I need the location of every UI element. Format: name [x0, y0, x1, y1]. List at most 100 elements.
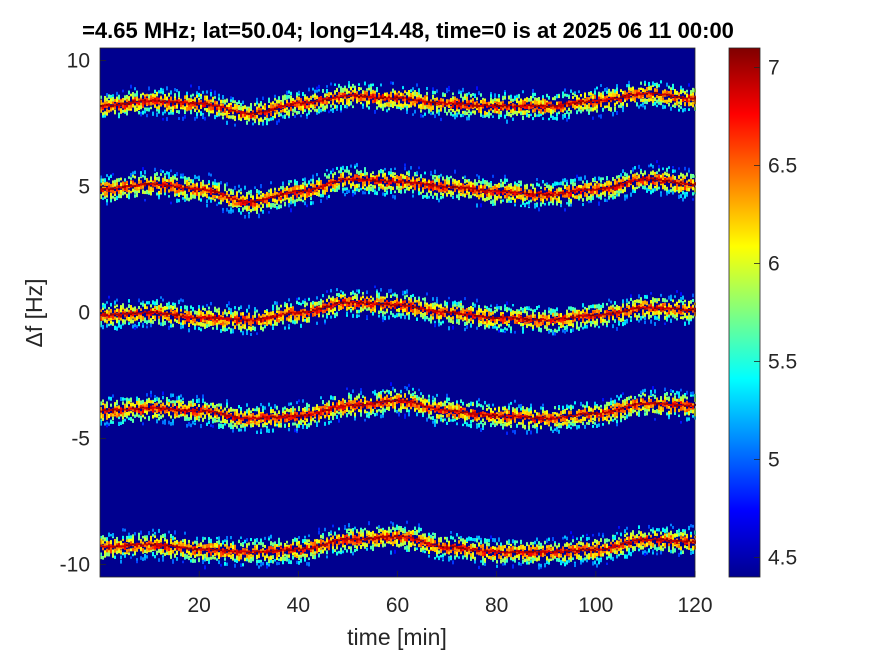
heat-cell	[592, 178, 594, 182]
heat-cell	[194, 117, 196, 121]
heat-cell	[628, 87, 630, 89]
heat-core	[618, 97, 620, 99]
heat-core	[150, 100, 152, 102]
heat-cell	[224, 196, 226, 200]
heat-core	[594, 100, 596, 102]
heat-cell	[638, 105, 640, 108]
heat-core	[106, 104, 108, 106]
heat-cell	[420, 109, 422, 112]
heat-core	[496, 190, 498, 192]
heat-core	[158, 184, 160, 186]
heat-cell	[230, 203, 232, 206]
heat-cell	[284, 195, 286, 197]
heat-cell	[306, 184, 308, 187]
heat-cell	[390, 103, 392, 107]
heat-cell	[162, 178, 164, 180]
heat-cell	[348, 84, 350, 88]
heat-core	[258, 111, 260, 113]
heat-core	[338, 178, 340, 180]
heat-cell	[398, 91, 400, 94]
heat-cell	[674, 170, 676, 173]
heat-cell	[298, 106, 300, 110]
heat-cell	[146, 98, 148, 101]
heat-cell	[254, 103, 256, 106]
heat-cell	[282, 186, 284, 190]
heat-cell	[628, 183, 630, 187]
heat-cell	[492, 115, 494, 118]
heat-cell	[350, 92, 352, 94]
heat-cell	[152, 300, 154, 304]
heat-cell	[480, 100, 482, 103]
heat-core	[656, 178, 658, 180]
heat-cell	[444, 94, 446, 97]
heat-core	[334, 97, 336, 99]
heat-cell	[404, 189, 406, 193]
heat-cell	[338, 185, 340, 189]
heat-core	[214, 190, 216, 192]
heat-cell	[172, 324, 174, 328]
heat-core	[522, 105, 524, 107]
heat-cell	[422, 106, 424, 110]
heat-core	[224, 194, 226, 196]
heat-cell	[472, 101, 474, 104]
heat-cell	[588, 110, 590, 114]
heat-core	[286, 192, 288, 194]
heat-core	[304, 102, 306, 104]
heat-cell	[608, 181, 610, 185]
heat-cell	[614, 187, 616, 191]
heat-core	[164, 184, 166, 186]
heat-cell	[122, 110, 124, 113]
heat-cell	[600, 114, 602, 118]
heat-cell	[300, 192, 302, 195]
heat-cell	[342, 166, 344, 170]
heat-cell	[684, 186, 686, 190]
heat-cell	[600, 93, 602, 97]
heat-cell	[190, 192, 192, 195]
heat-cell	[632, 167, 634, 171]
heat-cell	[530, 98, 532, 101]
heat-core	[384, 179, 386, 181]
heat-core	[312, 102, 314, 104]
heat-cell	[288, 198, 290, 202]
heat-cell	[320, 109, 322, 112]
heat-core	[480, 189, 482, 191]
heat-cell	[268, 190, 270, 193]
heat-cell	[218, 196, 220, 200]
heat-core	[210, 104, 212, 106]
heat-cell	[270, 191, 272, 194]
heat-cell	[418, 95, 420, 97]
heat-cell	[382, 94, 384, 98]
heat-cell	[598, 201, 600, 205]
heat-core	[292, 190, 294, 192]
heat-cell	[280, 102, 282, 106]
heat-cell	[104, 304, 106, 307]
heat-cell	[436, 106, 438, 109]
heat-cell	[130, 319, 132, 323]
heat-cell	[458, 183, 460, 186]
heat-core	[452, 103, 454, 105]
heat-cell	[138, 315, 140, 319]
heat-cell	[684, 92, 686, 95]
heat-core	[196, 188, 198, 190]
heat-cell	[400, 107, 402, 110]
heat-cell	[368, 84, 370, 88]
heat-cell	[640, 99, 642, 101]
heat-core	[138, 313, 140, 315]
heat-cell	[520, 181, 522, 185]
heat-cell	[590, 96, 592, 99]
heat-core	[608, 98, 610, 100]
heat-cell	[486, 194, 488, 197]
heat-cell	[270, 181, 272, 184]
heat-core	[298, 102, 300, 104]
heat-core	[600, 99, 602, 101]
heat-cell	[214, 92, 216, 96]
heat-cell	[116, 308, 118, 311]
heat-cell	[564, 178, 566, 182]
heat-cell	[436, 177, 438, 180]
heat-cell	[524, 203, 526, 207]
heat-cell	[386, 187, 388, 190]
heat-cell	[174, 105, 176, 109]
heat-core	[582, 100, 584, 102]
heat-cell	[320, 199, 322, 203]
heat-cell	[400, 190, 402, 194]
